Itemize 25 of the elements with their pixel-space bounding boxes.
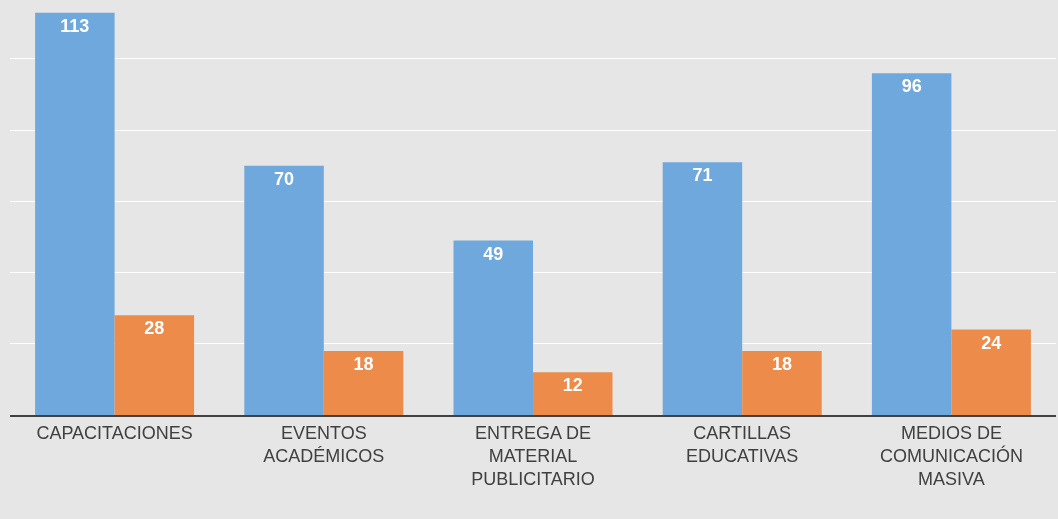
bar bbox=[323, 350, 404, 415]
data-label: 28 bbox=[144, 318, 165, 339]
x-tick-label: CAPACITACIONES bbox=[36, 422, 193, 443]
x-tick-label: CARTILLAS EDUCATIVAS bbox=[686, 422, 799, 466]
data-label: 70 bbox=[274, 168, 295, 189]
bar bbox=[662, 162, 743, 415]
bar bbox=[533, 372, 613, 415]
bar bbox=[114, 315, 195, 415]
data-label: 12 bbox=[562, 375, 583, 396]
data-label: 18 bbox=[771, 353, 792, 374]
data-label: 71 bbox=[692, 165, 713, 186]
bar bbox=[951, 329, 1031, 415]
data-label: 113 bbox=[60, 15, 90, 36]
x-tick-label: EVENTOS ACADÉMICOS bbox=[263, 422, 385, 466]
bar bbox=[244, 165, 324, 415]
bar bbox=[742, 350, 822, 415]
bar bbox=[35, 12, 115, 415]
data-label: 49 bbox=[483, 243, 504, 264]
data-label: 18 bbox=[353, 353, 374, 374]
data-label: 24 bbox=[981, 332, 1002, 353]
bar bbox=[453, 240, 533, 415]
bar bbox=[871, 73, 952, 415]
x-tick-label: ENTREGA DE MATERIAL PUBLICITARIO bbox=[471, 422, 595, 490]
x-tick-label: MEDIOS DE COMUNICACIÓN MASIVA bbox=[879, 422, 1023, 490]
data-label: 96 bbox=[901, 76, 922, 97]
